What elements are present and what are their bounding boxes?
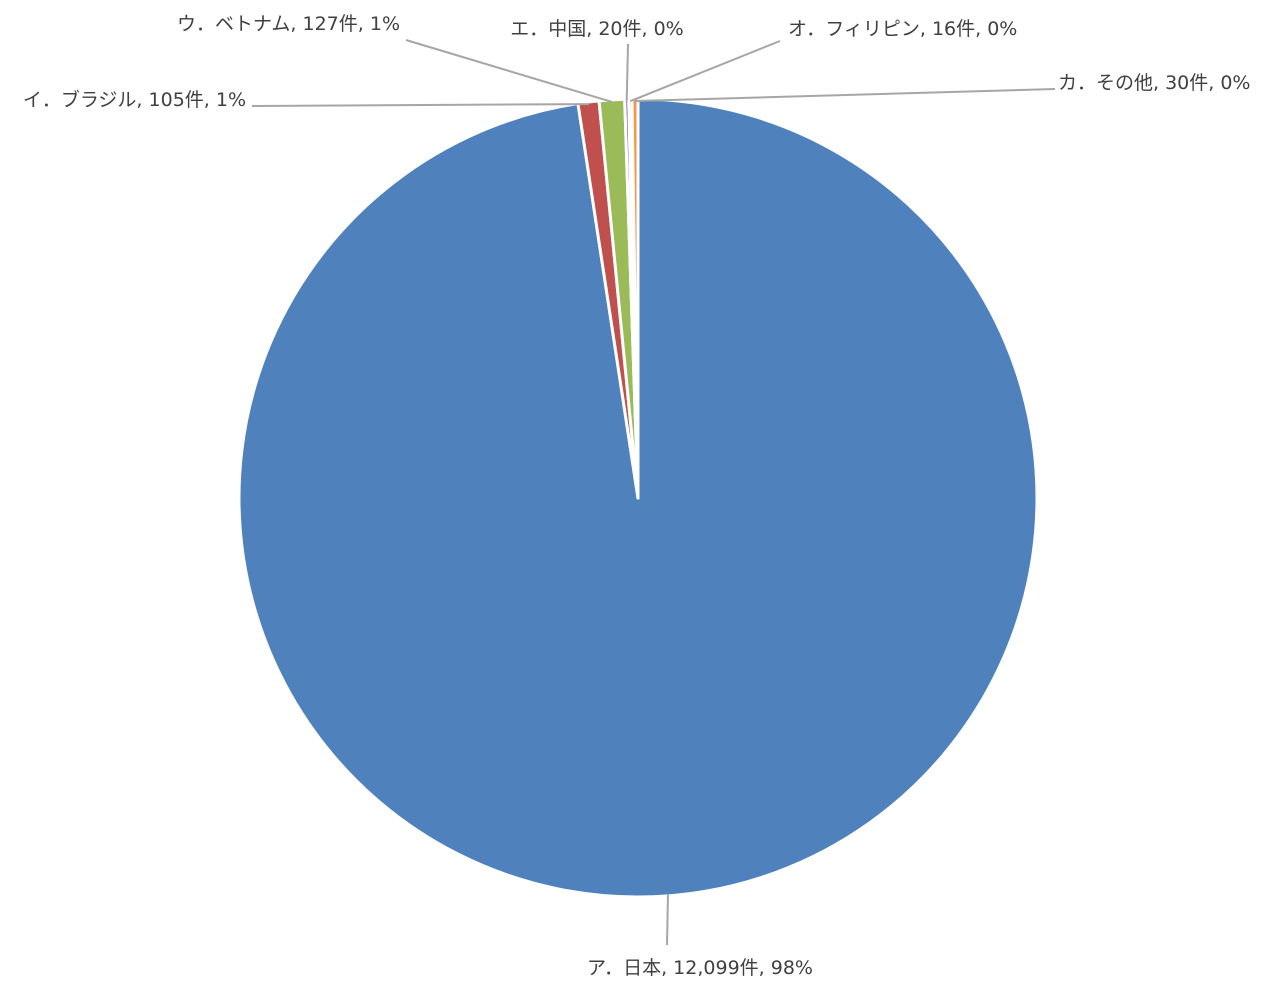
data-label: イ．ブラジル, 105件, 1% bbox=[23, 88, 246, 111]
leader-line bbox=[251, 103, 589, 107]
data-label: カ．その他, 30件, 0% bbox=[1058, 72, 1250, 94]
data-labels: ア．日本, 12,099件, 98% イ．ブラジル, 105件, 1% ウ．ベトナム… bbox=[23, 13, 1251, 979]
leader-line bbox=[634, 88, 1056, 102]
leader-line bbox=[625, 43, 629, 102]
pie-slices bbox=[237, 97, 1039, 899]
data-label: オ．フィリピン, 16件, 0% bbox=[788, 18, 1017, 40]
leader-line bbox=[630, 40, 781, 103]
leader-line bbox=[666, 893, 669, 946]
leader-lines bbox=[251, 39, 1056, 946]
data-label: エ．中国, 20件, 0% bbox=[510, 18, 683, 40]
data-label: ウ．ベトナム, 127件, 1% bbox=[177, 13, 400, 35]
data-label: ア．日本, 12,099件, 98% bbox=[587, 957, 813, 979]
leader-line bbox=[405, 39, 613, 103]
